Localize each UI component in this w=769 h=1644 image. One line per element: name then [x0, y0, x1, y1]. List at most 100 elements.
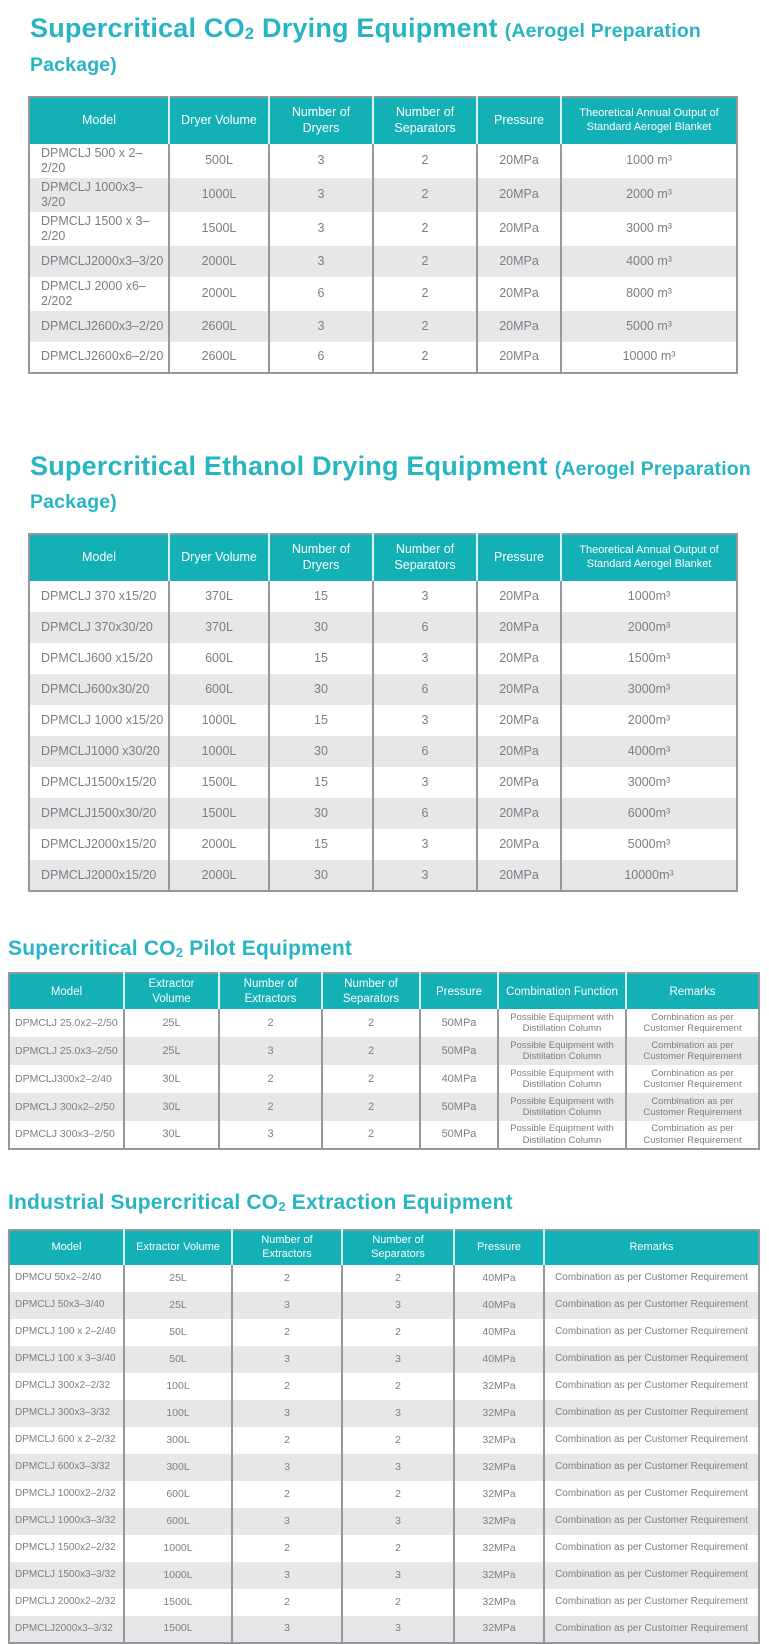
table-cell: DPMCLJ 300x2–2/50: [9, 1093, 125, 1122]
table-row: DPMCLJ2000x3–3/32 1500L 3 3 32MPa Combination…: [9, 1615, 759, 1643]
section-co2-drying: Supercritical CO2 Drying Equipment (Aerog…: [0, 12, 769, 374]
table-cell: 3: [373, 829, 478, 860]
table-cell: 2000L: [169, 829, 270, 860]
table-cell: DPMCLJ 100 x 3–3/40: [9, 1345, 125, 1373]
table-cell: 5000m³: [561, 829, 737, 860]
column-header: Number of Separators: [373, 96, 478, 144]
table-row: DPMCLJ 300x3–3/32 100L 3 3 32MPa Combination …: [9, 1399, 759, 1427]
table-cell: 6000m³: [561, 798, 737, 829]
column-header: Dryer Volume: [169, 96, 270, 144]
table-cell: 15: [269, 705, 374, 736]
ethanol-drying-table: Model Dryer Volume Number of Dryers Number …: [28, 533, 738, 892]
table-cell: 25L: [124, 1009, 220, 1038]
table-cell: 3: [232, 1399, 343, 1427]
table-cell: 2: [322, 1009, 421, 1038]
table-cell: 32MPa: [454, 1534, 545, 1562]
column-header: Extractor Volume: [124, 1229, 233, 1265]
table-row: DPMCLJ 100 x 2–2/40 50L 2 2 40MPa Combination…: [9, 1318, 759, 1346]
table-cell: DPMCLJ 1500 x 3–2/20: [29, 211, 170, 246]
table-cell: Possible Equipment with Distillation Col…: [498, 1009, 627, 1038]
table-cell: 3: [269, 310, 374, 342]
table-cell: 2: [322, 1093, 421, 1122]
table-cell: DPMCLJ 600x3–3/32: [9, 1453, 125, 1481]
table-cell: DPMCLJ 500 x 2–2/20: [29, 143, 170, 178]
table-cell: Combination as per Customer Requirement: [544, 1318, 759, 1346]
table-cell: 3: [269, 143, 374, 178]
table-cell: 20MPa: [477, 177, 562, 212]
table-cell: DPMCLJ2000x3–3/20: [29, 245, 170, 277]
table-cell: 32MPa: [454, 1453, 545, 1481]
table-cell: 2: [342, 1426, 455, 1454]
table-cell: 30: [269, 798, 374, 829]
table-cell: 50L: [124, 1345, 233, 1373]
table-cell: 500L: [169, 143, 270, 178]
table-cell: 50MPa: [420, 1121, 499, 1150]
table-cell: 30: [269, 674, 374, 705]
section-title: Supercritical CO2 Pilot Equipment: [8, 936, 769, 962]
table-cell: Possible Equipment with Distillation Col…: [498, 1065, 627, 1094]
table-cell: DPMCLJ2000x15/20: [29, 829, 170, 860]
table-cell: 2: [232, 1426, 343, 1454]
table-cell: DPMCLJ1500x15/20: [29, 767, 170, 798]
table-cell: 2: [232, 1480, 343, 1508]
table-row: DPMCLJ 370x30/20 370L 30 6 20MPa 2000m³: [29, 612, 737, 643]
table-cell: 6: [269, 276, 374, 311]
table-cell: 20MPa: [477, 674, 562, 705]
table-row: DPMCLJ 1500 x 3–2/20 1500L 3 2 20MPa 3000 m³: [29, 211, 737, 246]
table-cell: 32MPa: [454, 1561, 545, 1589]
table-cell: 2000L: [169, 276, 270, 311]
table-cell: 3: [269, 177, 374, 212]
table-cell: 3: [373, 860, 478, 891]
section-ethanol-drying: Supercritical Ethanol Drying Equipment (A…: [0, 450, 769, 892]
table-cell: DPMCLJ1000 x30/20: [29, 736, 170, 767]
table-row: DPMCLJ300x2–2/40 30L 2 2 40MPa Possible Equip…: [9, 1065, 759, 1094]
table-cell: 3: [342, 1561, 455, 1589]
table-cell: 2: [232, 1372, 343, 1400]
table-cell: 3: [232, 1291, 343, 1319]
column-header: Pressure: [454, 1229, 545, 1265]
table-cell: 2: [342, 1264, 455, 1292]
table-cell: 20MPa: [477, 829, 562, 860]
title-parenthetical: (Aerogel Preparation Package): [30, 20, 701, 76]
table-cell: 30: [269, 612, 374, 643]
table-cell: Combination as per Customer Requirement: [544, 1345, 759, 1373]
table-cell: 40MPa: [454, 1345, 545, 1373]
table-cell: 1500L: [124, 1588, 233, 1616]
table-cell: 20MPa: [477, 612, 562, 643]
table-cell: 20MPa: [477, 767, 562, 798]
table-cell: 1000L: [169, 177, 270, 212]
table-cell: 2: [373, 276, 478, 311]
table-cell: 3: [342, 1615, 455, 1643]
title-subscript: 2: [244, 24, 255, 43]
table-cell: 40MPa: [454, 1318, 545, 1346]
table-cell: 32MPa: [454, 1588, 545, 1616]
table-cell: 20MPa: [477, 736, 562, 767]
table-row: DPMCLJ 25.0x2–2/50 25L 2 2 50MPa Possible Equ…: [9, 1009, 759, 1038]
table-cell: Combination as per Customer Requirement: [544, 1588, 759, 1616]
table-row: DPMCLJ 1000 x15/20 1000L 15 3 20MPa 2000m³: [29, 705, 737, 736]
section-co2-pilot: Supercritical CO2 Pilot Equipment Model E…: [0, 936, 769, 1151]
table-cell: 1000 m³: [561, 143, 737, 178]
table-cell: Combination as per Customer Requirement: [544, 1291, 759, 1319]
table-cell: Combination as per Customer Requirement: [544, 1372, 759, 1400]
table-cell: 32MPa: [454, 1399, 545, 1427]
header-row: Model Dryer Volume Number of Dryers Number …: [29, 96, 737, 144]
table-cell: 25L: [124, 1264, 233, 1292]
column-header: Number of Extractors: [219, 973, 323, 1010]
table-cell: Combination as per Customer Requirement: [544, 1399, 759, 1427]
table-cell: 2: [232, 1264, 343, 1292]
table-cell: 5000 m³: [561, 310, 737, 342]
table-cell: 3: [232, 1453, 343, 1481]
table-cell: Combination as per Customer Requirement: [544, 1507, 759, 1535]
table-row: DPMCLJ 370 x15/20 370L 15 3 20MPa 1000m³: [29, 581, 737, 612]
column-header: Dryer Volume: [169, 534, 270, 581]
table-cell: DPMCLJ 300x2–2/32: [9, 1372, 125, 1400]
co2-pilot-table: Model Extractor Volume Number of Extractor…: [8, 972, 760, 1151]
table-cell: 15: [269, 829, 374, 860]
table-cell: 370L: [169, 581, 270, 612]
table-cell: 3: [373, 643, 478, 674]
table-cell: 1000L: [169, 705, 270, 736]
table-cell: 100L: [124, 1372, 233, 1400]
table-row: DPMCLJ 300x2–2/32 100L 2 2 32MPa Combination …: [9, 1372, 759, 1400]
co2-drying-table: Model Dryer Volume Number of Dryers Number …: [28, 95, 738, 374]
